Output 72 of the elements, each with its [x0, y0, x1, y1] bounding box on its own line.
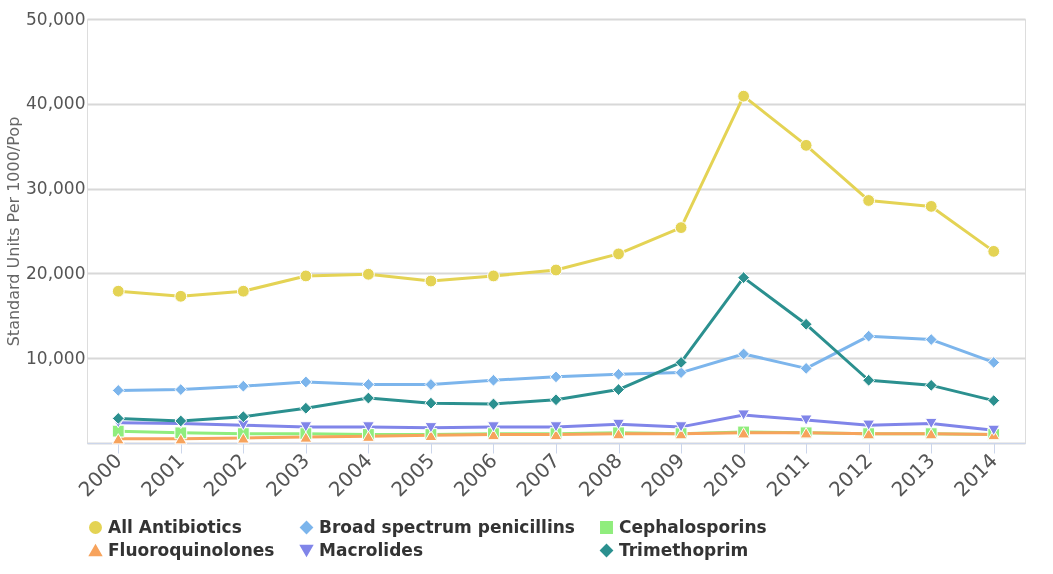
point — [299, 421, 313, 433]
point — [549, 393, 563, 407]
point — [674, 221, 688, 235]
y-tick-label: 30,000 — [26, 178, 86, 199]
point — [674, 421, 688, 433]
point — [361, 391, 375, 405]
point — [111, 284, 125, 298]
point — [674, 366, 688, 380]
point — [987, 394, 1001, 408]
point — [612, 383, 625, 396]
point — [236, 432, 250, 444]
point — [174, 433, 188, 445]
y-tick-label: 20,000 — [26, 262, 86, 283]
point — [737, 89, 751, 103]
point — [799, 361, 813, 375]
point — [549, 263, 563, 277]
point — [236, 410, 250, 424]
legend-label: Macrolides — [319, 539, 424, 560]
point — [674, 356, 688, 369]
legend-label: Broad spectrum penicillins — [319, 516, 575, 537]
point — [361, 421, 375, 433]
point — [236, 284, 250, 298]
legend-label: Trimethoprim — [619, 539, 749, 560]
point — [549, 421, 563, 433]
point — [487, 421, 500, 433]
point — [862, 194, 876, 207]
point — [111, 433, 125, 445]
point — [487, 397, 500, 411]
point — [924, 200, 938, 213]
point — [487, 373, 500, 387]
point — [361, 378, 375, 391]
y-axis-title: Standard Units Per 1000/Pop — [4, 116, 24, 347]
legend-label: All Antibiotics — [108, 516, 242, 537]
point — [987, 356, 1001, 369]
point — [549, 370, 563, 384]
point — [737, 271, 751, 285]
point — [111, 411, 125, 425]
y-tick-label: 40,000 — [26, 93, 86, 114]
point — [361, 267, 375, 281]
point — [424, 274, 438, 288]
point — [924, 417, 938, 430]
point — [299, 375, 313, 389]
point — [799, 414, 813, 426]
y-tick-label: 10,000 — [26, 347, 86, 368]
point — [612, 418, 625, 430]
point — [236, 379, 250, 393]
point — [174, 383, 188, 396]
point — [987, 244, 1001, 258]
point — [862, 419, 876, 431]
point — [299, 431, 313, 443]
point — [424, 422, 438, 434]
legend-label: Fluoroquinolones — [108, 539, 275, 560]
point — [862, 373, 876, 387]
point — [737, 409, 751, 421]
point — [799, 317, 813, 331]
point — [174, 289, 188, 303]
point — [987, 424, 1001, 436]
point — [487, 269, 500, 283]
point — [111, 384, 125, 397]
y-tick-label: 50,000 — [26, 8, 86, 29]
legend-label: Cephalosporins — [619, 516, 767, 537]
point — [924, 378, 938, 392]
point — [299, 269, 313, 283]
point — [612, 367, 625, 381]
point — [737, 347, 751, 361]
point — [424, 396, 438, 410]
point — [424, 378, 438, 391]
point — [299, 401, 313, 415]
point — [924, 333, 938, 346]
point — [862, 329, 876, 343]
point — [799, 138, 813, 152]
point — [612, 247, 625, 261]
